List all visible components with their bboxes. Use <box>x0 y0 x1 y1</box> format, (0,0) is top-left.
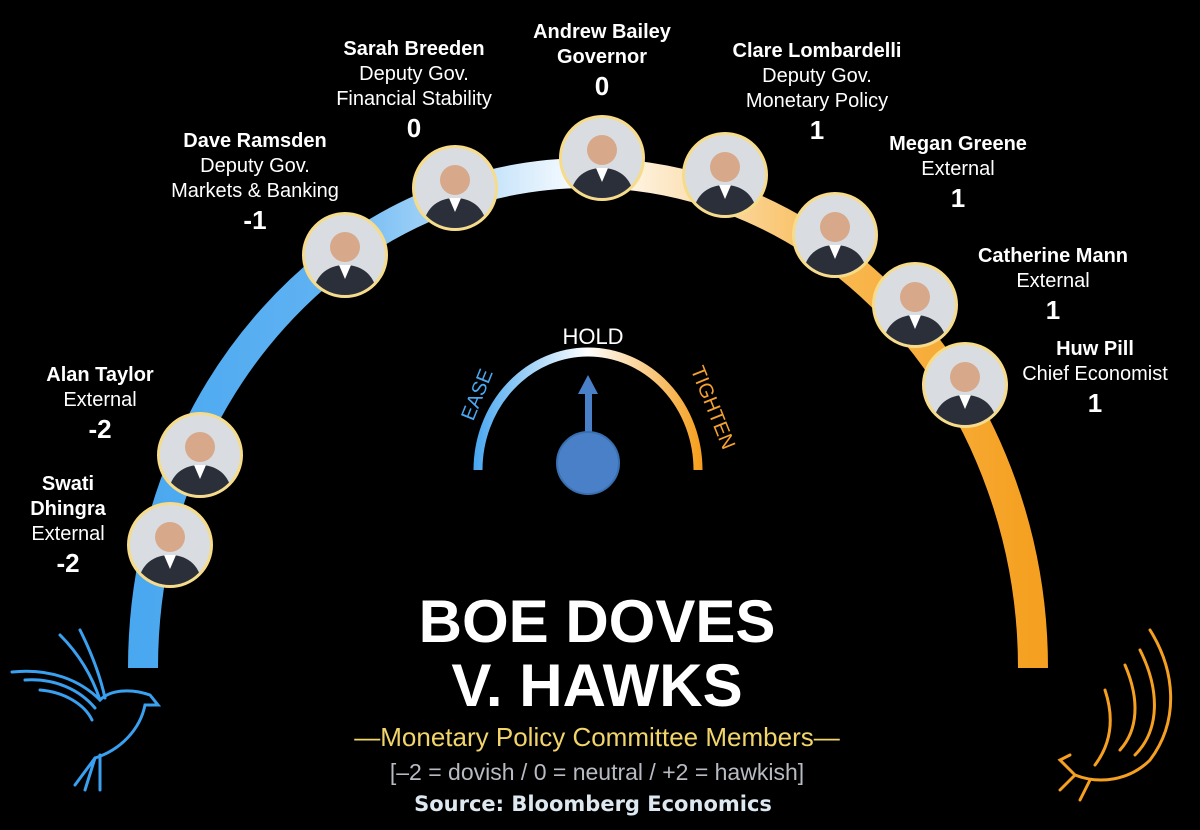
member-role: Deputy Gov. <box>762 65 872 87</box>
member-score: -1 <box>243 205 267 235</box>
member-role: Financial Stability <box>336 88 492 110</box>
member-name: Governor <box>556 46 648 68</box>
member-label: Clare Lombardelli Deputy Gov. Monetary Pol… <box>733 39 902 146</box>
person-icon <box>803 212 867 275</box>
member-label: Dave Ramsden Deputy Gov. Markets & Banking… <box>171 129 339 236</box>
member-score: -2 <box>56 548 80 578</box>
member-name: Clare Lombardelli <box>732 40 902 62</box>
scale-note: [–2 = dovish / 0 = neutral / +2 = hawkis… <box>389 759 805 785</box>
member-name: Dhingra <box>30 498 106 520</box>
member-label: Alan Taylor External -2 <box>46 363 153 445</box>
member-label: Sarah Breeden Deputy Gov. Financial Stabil… <box>336 37 492 144</box>
hawk-icon <box>1057 628 1173 802</box>
member-label: Catherine Mann External 1 <box>978 244 1128 326</box>
member-score: 0 <box>594 71 610 101</box>
member-role: External <box>63 389 137 411</box>
member-label: Huw Pill Chief Economist 1 <box>1022 337 1168 419</box>
member-score: 1 <box>1045 295 1061 325</box>
member-photo <box>682 132 768 218</box>
page-title: BOE DOVES V. HAWKS <box>419 590 776 718</box>
member-name: Alan Taylor <box>46 364 154 386</box>
member-score: 1 <box>1087 388 1103 418</box>
member-score: -2 <box>88 414 112 444</box>
dove-icon <box>10 628 162 792</box>
member-name: Huw Pill <box>1056 338 1134 360</box>
member-role: Chief Economist <box>1022 363 1168 385</box>
person-icon <box>933 362 997 425</box>
person-icon <box>138 522 202 585</box>
member-photo <box>157 412 243 498</box>
member-label: Andrew Bailey Governor 0 <box>533 20 671 102</box>
member-role: Deputy Gov. <box>359 63 469 85</box>
member-photo <box>559 115 645 201</box>
member-role: External <box>31 523 105 545</box>
member-role: External <box>1016 270 1090 292</box>
member-photo <box>302 212 388 298</box>
member-score: 1 <box>809 115 825 145</box>
member-label: Swati Dhingra External -2 <box>30 472 106 579</box>
member-photo <box>922 342 1008 428</box>
member-photo <box>872 262 958 348</box>
member-score: 0 <box>406 113 422 143</box>
member-label: Megan Greene External 1 <box>889 132 1027 214</box>
member-photo <box>412 145 498 231</box>
gauge-hold-label: HOLD <box>562 324 624 349</box>
member-photo <box>792 192 878 278</box>
person-icon <box>423 165 487 228</box>
member-name: Sarah Breeden <box>343 38 485 60</box>
member-name: Catherine Mann <box>977 245 1129 267</box>
member-role: Markets & Banking <box>171 180 339 202</box>
member-name: Dave Ramsden <box>183 130 327 152</box>
member-name: Megan Greene <box>889 133 1027 155</box>
title-line-1: BOE DOVES <box>418 588 776 655</box>
gauge-needle <box>556 375 620 495</box>
person-icon <box>883 282 947 345</box>
member-role: External <box>921 158 995 180</box>
person-icon <box>168 432 232 495</box>
member-role: Monetary Policy <box>745 90 889 112</box>
gauge-arc <box>473 347 703 471</box>
person-icon <box>313 232 377 295</box>
member-score: 1 <box>950 183 966 213</box>
member-name: Andrew Bailey <box>533 21 671 43</box>
person-icon <box>570 135 634 198</box>
title-line-2: V. HAWKS <box>451 652 743 719</box>
source-note: Source: Bloomberg Economics <box>414 792 772 816</box>
member-role: Deputy Gov. <box>200 155 310 177</box>
person-icon <box>693 152 757 215</box>
subtitle: —Monetary Policy Committee Members— <box>354 722 840 752</box>
member-name: Swati <box>41 473 95 495</box>
member-photo <box>127 502 213 588</box>
